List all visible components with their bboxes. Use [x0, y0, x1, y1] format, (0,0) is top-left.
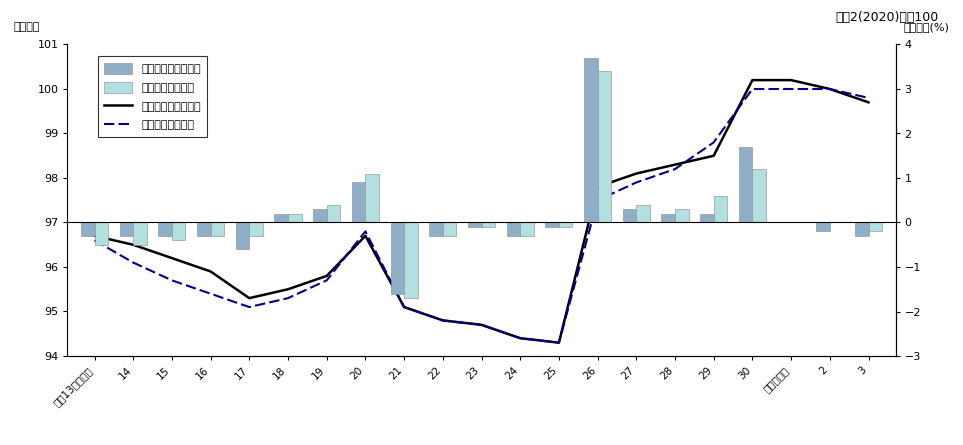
Bar: [468, 222, 482, 227]
Bar: [675, 209, 689, 222]
Bar: [482, 222, 495, 227]
Bar: [739, 147, 752, 222]
Bar: [81, 222, 94, 236]
Bar: [326, 205, 340, 222]
Bar: [662, 214, 675, 222]
Bar: [365, 174, 379, 222]
Bar: [752, 169, 766, 222]
Legend: 高松市（前年度比）, 全国（前年度比）, 高松市（総合指数）, 全国（総合指数）: 高松市（前年度比）, 全国（前年度比）, 高松市（総合指数）, 全国（総合指数）: [98, 56, 207, 137]
Bar: [172, 222, 186, 240]
Bar: [274, 214, 288, 222]
Bar: [211, 222, 224, 236]
Bar: [313, 209, 326, 222]
Bar: [817, 222, 830, 231]
Bar: [507, 222, 520, 236]
Bar: [94, 222, 108, 245]
Bar: [637, 205, 650, 222]
Bar: [545, 222, 559, 227]
Bar: [443, 222, 456, 236]
Bar: [197, 222, 211, 236]
Text: 総合指数: 総合指数: [13, 22, 40, 32]
Bar: [623, 209, 637, 222]
Text: 前年度比(%): 前年度比(%): [903, 22, 950, 32]
Bar: [133, 222, 146, 245]
Bar: [520, 222, 534, 236]
Bar: [249, 222, 263, 236]
Bar: [855, 222, 869, 236]
Bar: [559, 222, 572, 227]
Bar: [236, 222, 249, 249]
Bar: [869, 222, 882, 231]
Bar: [714, 196, 727, 222]
Bar: [119, 222, 133, 236]
Bar: [700, 214, 714, 222]
Bar: [429, 222, 443, 236]
Bar: [351, 182, 365, 222]
Bar: [158, 222, 172, 236]
Bar: [584, 58, 598, 222]
Bar: [404, 222, 418, 298]
Bar: [288, 214, 301, 222]
Text: 令和2(2020)年＝100: 令和2(2020)年＝100: [836, 11, 939, 24]
Bar: [598, 71, 612, 222]
Bar: [391, 222, 404, 294]
